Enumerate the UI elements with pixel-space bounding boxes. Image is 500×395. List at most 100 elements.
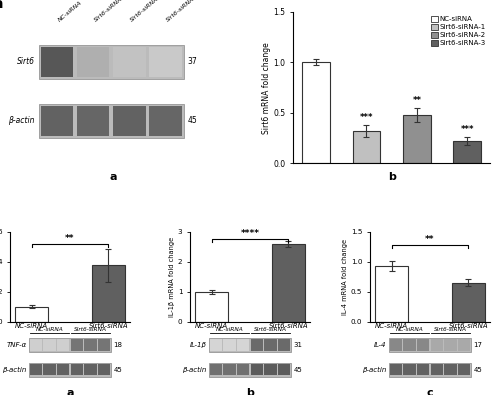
Bar [30, 339, 42, 351]
Bar [44, 364, 56, 376]
Bar [417, 339, 430, 351]
Text: c: c [426, 388, 434, 395]
Text: β-actin: β-actin [362, 367, 387, 373]
Bar [84, 364, 96, 376]
Bar [113, 47, 146, 77]
Text: ***: *** [460, 125, 474, 134]
Text: a: a [110, 173, 117, 182]
Bar [210, 364, 222, 376]
Text: Sirt6-siRNA: Sirt6-siRNA [254, 327, 287, 332]
Text: NC-siRNA: NC-siRNA [36, 327, 64, 332]
Bar [224, 339, 235, 351]
Bar [149, 106, 182, 136]
Bar [209, 363, 291, 376]
Bar [444, 364, 456, 376]
Bar [57, 364, 70, 376]
Text: Sirt6-siRNA-1: Sirt6-siRNA-1 [93, 0, 128, 23]
Bar [77, 106, 110, 136]
Text: 31: 31 [293, 342, 302, 348]
Bar [403, 115, 430, 164]
Text: b: b [246, 388, 254, 395]
Bar [404, 339, 415, 351]
Text: 45: 45 [113, 367, 122, 373]
Text: 17: 17 [473, 342, 482, 348]
Bar [16, 307, 48, 322]
Text: β-actin: β-actin [2, 367, 27, 373]
Bar [29, 339, 111, 352]
Text: 45: 45 [188, 117, 198, 126]
Text: β-actin: β-actin [182, 367, 207, 373]
Bar [458, 364, 470, 376]
Bar [430, 339, 443, 351]
Text: **: ** [425, 235, 435, 244]
Text: IL-4: IL-4 [374, 342, 387, 348]
Bar [278, 339, 290, 351]
Bar [70, 364, 83, 376]
Bar [454, 141, 481, 164]
Y-axis label: IL-1β mRNA fold change: IL-1β mRNA fold change [169, 237, 175, 317]
Bar [209, 339, 291, 352]
Text: NC-siRNA: NC-siRNA [216, 327, 244, 332]
Text: 18: 18 [113, 342, 122, 348]
Bar [264, 339, 276, 351]
Bar [264, 364, 276, 376]
Bar [39, 104, 184, 137]
Bar [39, 45, 184, 79]
Bar [40, 106, 74, 136]
Bar [98, 339, 110, 351]
Bar [224, 364, 235, 376]
Legend: NC-siRNA, Sirt6-siRNA-1, Sirt6-siRNA-2, Sirt6-siRNA-3: NC-siRNA, Sirt6-siRNA-1, Sirt6-siRNA-2, … [430, 15, 486, 47]
Bar [250, 339, 263, 351]
Text: 45: 45 [473, 367, 482, 373]
Text: 45: 45 [293, 367, 302, 373]
Text: Sirt6-siRNA-3: Sirt6-siRNA-3 [166, 0, 200, 23]
Bar [113, 106, 146, 136]
Bar [417, 364, 430, 376]
Bar [30, 364, 42, 376]
Bar [210, 339, 222, 351]
Bar [98, 364, 110, 376]
Bar [196, 292, 228, 322]
Bar [77, 47, 110, 77]
Bar [70, 339, 83, 351]
Bar [404, 364, 415, 376]
Bar [278, 364, 290, 376]
Bar [92, 265, 124, 322]
Text: IL-1β: IL-1β [190, 342, 207, 348]
Text: **: ** [412, 96, 422, 105]
Text: Sirt6-siRNA-2: Sirt6-siRNA-2 [130, 0, 164, 23]
Text: ***: *** [360, 113, 373, 122]
Y-axis label: IL-4 mRNA fold change: IL-4 mRNA fold change [342, 239, 348, 315]
Text: Sirt6: Sirt6 [17, 57, 35, 66]
Text: ****: **** [240, 229, 260, 238]
Text: b: b [388, 173, 396, 182]
Bar [389, 339, 471, 352]
Bar [237, 339, 250, 351]
Bar [40, 47, 74, 77]
Text: **: ** [65, 234, 75, 243]
Bar [44, 339, 56, 351]
Text: β-actin: β-actin [8, 117, 35, 126]
Bar [84, 339, 96, 351]
Bar [237, 364, 250, 376]
Text: NC-siRNA: NC-siRNA [396, 327, 423, 332]
Bar [458, 339, 470, 351]
Bar [352, 131, 380, 164]
Y-axis label: Sirt6 mRNA fold change: Sirt6 mRNA fold change [262, 42, 270, 134]
Bar [250, 364, 263, 376]
Bar [149, 47, 182, 77]
Bar [444, 339, 456, 351]
Text: 37: 37 [188, 57, 198, 66]
Text: a: a [66, 388, 74, 395]
Text: a: a [0, 0, 3, 11]
Bar [302, 62, 330, 164]
Bar [452, 282, 484, 322]
Bar [29, 363, 111, 376]
Text: NC-siRNA: NC-siRNA [57, 0, 83, 23]
Bar [390, 364, 402, 376]
Bar [376, 266, 408, 322]
Bar [389, 363, 471, 376]
Text: Sirt6-siRNA: Sirt6-siRNA [434, 327, 467, 332]
Bar [57, 339, 70, 351]
Text: Sirt6-siRNA: Sirt6-siRNA [74, 327, 107, 332]
